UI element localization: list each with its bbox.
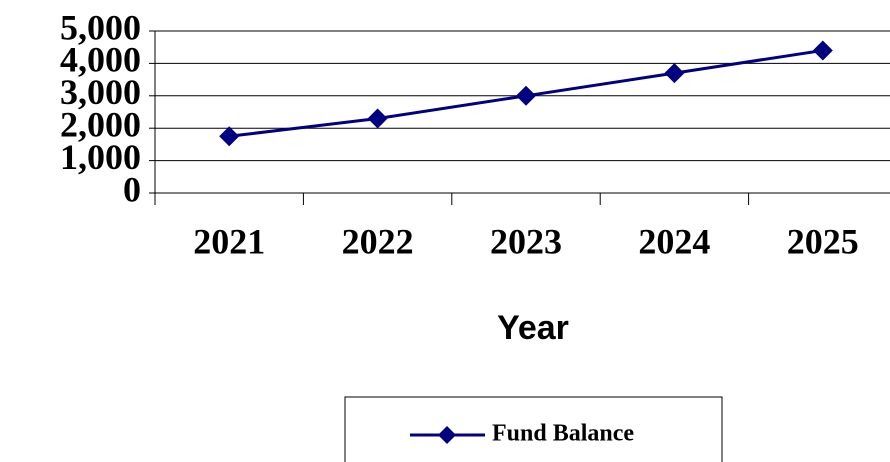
y-tick-label: 0 bbox=[123, 169, 141, 209]
x-tick-label: 2023 bbox=[490, 221, 562, 261]
legend-label: Fund Balance bbox=[492, 421, 634, 447]
x-tick-label: 2022 bbox=[342, 221, 414, 261]
point-marker bbox=[812, 40, 833, 61]
y-tick-label: 5,000 bbox=[60, 7, 141, 47]
x-tick-label: 2025 bbox=[787, 221, 859, 261]
y-tick-label: 3,000 bbox=[60, 72, 141, 112]
x-tick-label: 2021 bbox=[193, 221, 265, 261]
x-tick-label: 2024 bbox=[638, 221, 710, 261]
y-tick-label: 2,000 bbox=[60, 104, 141, 144]
x-axis-label: Year bbox=[497, 309, 569, 347]
point-marker bbox=[516, 85, 536, 106]
legend-box bbox=[344, 396, 723, 462]
y-tick-label: 1,000 bbox=[60, 137, 141, 177]
y-tick-label: 4,000 bbox=[60, 40, 141, 80]
legend-marker bbox=[438, 426, 456, 444]
point-marker bbox=[367, 108, 388, 129]
point-marker bbox=[219, 126, 240, 147]
point-marker bbox=[664, 63, 685, 84]
